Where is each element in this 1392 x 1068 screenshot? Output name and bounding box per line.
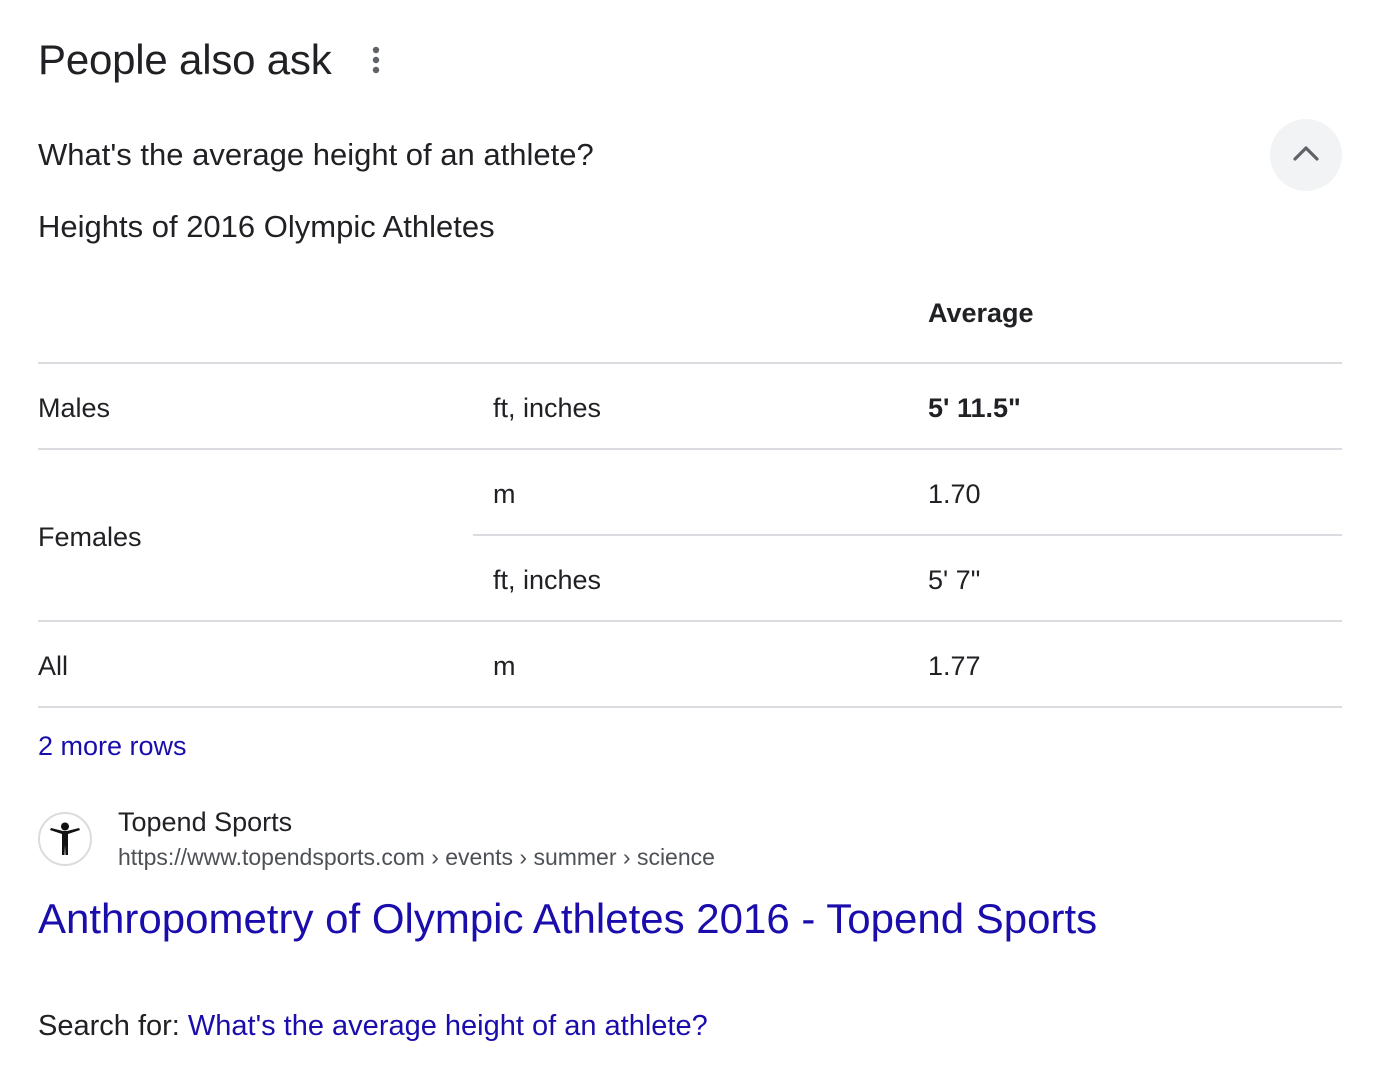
- source-site-name[interactable]: Topend Sports: [118, 807, 293, 837]
- table-title: Heights of 2016 Olympic Athletes: [38, 209, 495, 244]
- section-title: People also ask: [38, 36, 332, 83]
- collapse-button[interactable]: [1270, 119, 1342, 191]
- row-group-label: All: [38, 651, 69, 681]
- search-for: Search for: What's the average height of…: [38, 1006, 708, 1046]
- result-title-link[interactable]: Anthropometry of Olympic Athletes 2016 -…: [38, 895, 1098, 942]
- source-url[interactable]: https://www.topendsports.com › events › …: [118, 844, 715, 870]
- row-unit: ft, inches: [493, 565, 602, 595]
- search-for-label: Search for:: [38, 1010, 188, 1042]
- row-unit: ft, inches: [493, 393, 602, 423]
- table-divider: [38, 362, 1342, 364]
- search-for-query-link[interactable]: What's the average height of an athlete?: [187, 1010, 708, 1042]
- person-figure-icon[interactable]: [38, 812, 92, 866]
- question-text[interactable]: What's the average height of an athlete?: [38, 137, 594, 172]
- row-value: 5' 11.5": [928, 393, 1021, 423]
- row-group-label: Males: [38, 393, 111, 423]
- column-header-average: Average: [928, 298, 1034, 328]
- row-value: 5' 7": [928, 565, 981, 595]
- more-rows-link[interactable]: 2 more rows: [38, 731, 187, 761]
- row-value: 1.77: [928, 651, 981, 681]
- table-divider: [38, 706, 1342, 708]
- table-divider: [38, 620, 1342, 622]
- row-unit: m: [493, 479, 516, 509]
- paa-header: People also ask: [38, 34, 386, 86]
- row-group-label: Females: [38, 522, 142, 552]
- source-block: Topend Sports https://www.topendsports.c…: [38, 806, 715, 873]
- more-vert-icon[interactable]: [366, 40, 386, 80]
- table-divider: [473, 534, 1342, 536]
- chevron-up-icon: [1292, 144, 1320, 167]
- row-value: 1.70: [928, 479, 981, 509]
- table-divider: [38, 448, 1342, 450]
- row-unit: m: [493, 651, 516, 681]
- source-meta: Topend Sports https://www.topendsports.c…: [118, 806, 715, 873]
